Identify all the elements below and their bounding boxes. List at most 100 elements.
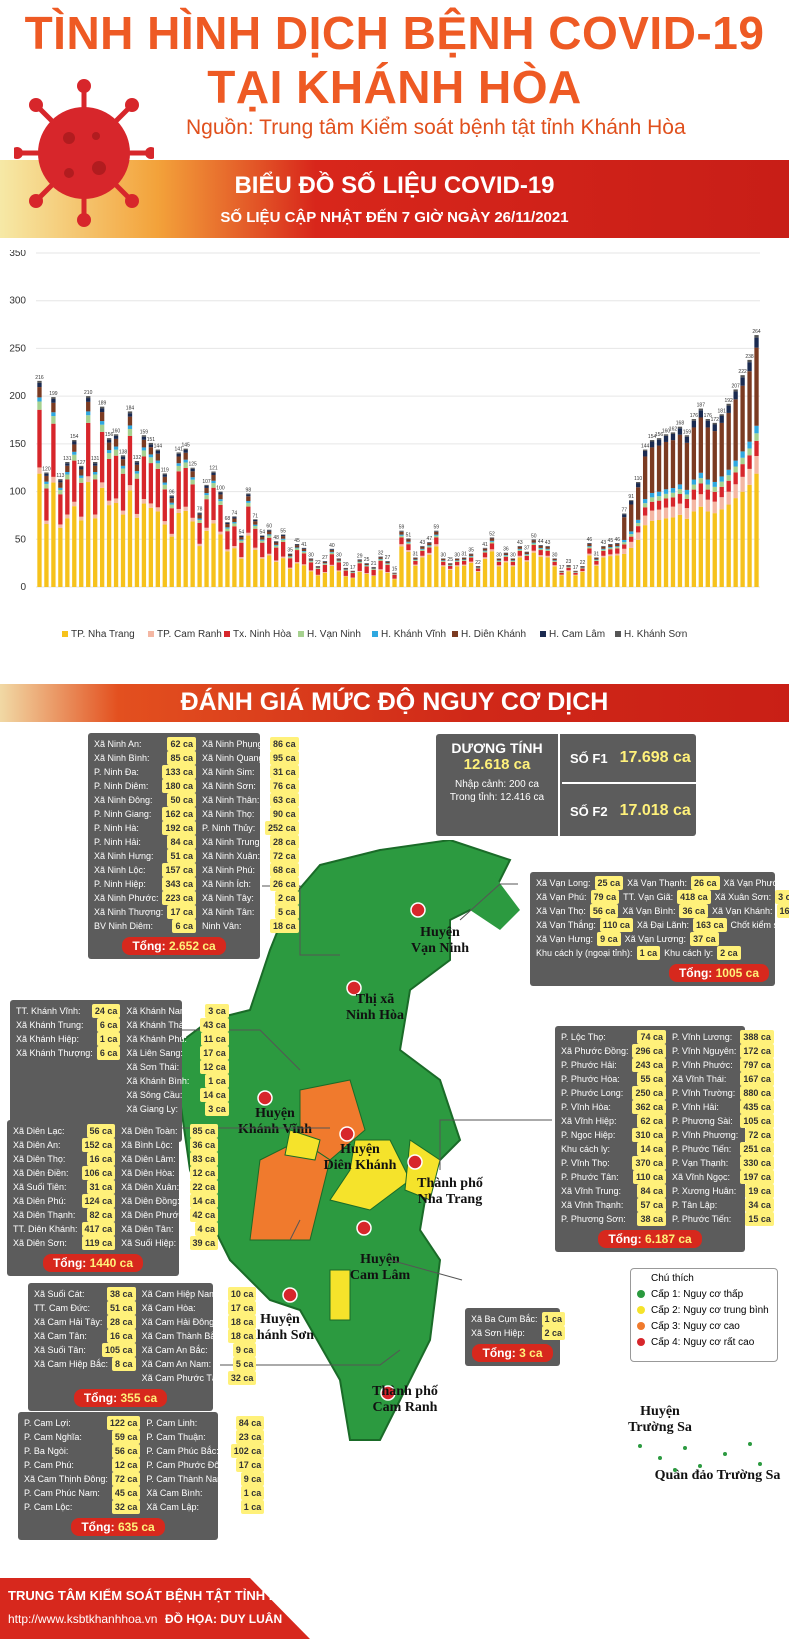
commune-name: Xã Cam Tân:: [34, 1331, 87, 1341]
bar-segment: [58, 494, 63, 525]
bar-segment: [148, 454, 154, 458]
commune-name: P. Phương Sơn:: [561, 1214, 626, 1224]
bar-segment: [232, 526, 237, 547]
bar-segment: [294, 545, 300, 548]
bar-segment: [399, 531, 404, 535]
bar-segment: [106, 442, 112, 451]
bar-segment: [475, 568, 481, 572]
commune-count: 28 ca: [107, 1315, 136, 1329]
box-row: P. Cam Lộc: 32 ca: [24, 1500, 141, 1514]
bar-segment: [503, 555, 509, 557]
bar-value-label: 22: [475, 560, 481, 566]
bar-segment: [434, 531, 439, 532]
commune-name: Xã Suối Tiên:: [13, 1182, 67, 1192]
bar-segment: [455, 558, 460, 561]
bar-segment: [357, 560, 362, 562]
box-row: Xã Giang Ly: 3 ca: [126, 1102, 229, 1116]
legend-label: H. Diên Khánh: [461, 629, 526, 640]
bar-value-label: 43: [601, 540, 607, 546]
bar-segment: [754, 425, 759, 434]
commune-name: Xã Ninh Sim:: [202, 767, 255, 777]
bar-segment: [99, 487, 105, 587]
bar-segment: [712, 513, 717, 587]
bar-segment: [399, 537, 404, 545]
box-row: Xã Ninh Phú: 68 ca: [202, 863, 299, 877]
bar-segment: [719, 476, 724, 482]
bar-segment: [197, 513, 202, 515]
commune-name: Xã Vạn Lương:: [624, 934, 687, 944]
bar-segment: [246, 493, 251, 495]
bar-segment: [663, 493, 669, 499]
legend-dot: [637, 1338, 645, 1346]
commune-name: Xã Ninh Sơn:: [202, 781, 256, 791]
bar-segment: [106, 450, 112, 454]
bar-segment: [218, 504, 223, 532]
bar-segment: [670, 440, 676, 489]
commune-name: P. Vĩnh Hòa:: [561, 1102, 611, 1112]
bar-value-label: 96: [169, 489, 175, 495]
bar-segment: [406, 544, 411, 551]
bar-segment: [315, 574, 321, 576]
bar-segment: [287, 556, 293, 557]
bar-segment: [538, 550, 543, 556]
bar-segment: [629, 534, 634, 537]
bar-segment: [260, 537, 265, 540]
bar-segment: [740, 476, 745, 492]
bar-segment: [649, 441, 655, 448]
bar-value-label: 154: [648, 434, 657, 440]
commune-name: P. Vĩnh Lương:: [672, 1032, 733, 1042]
bar-segment: [155, 449, 160, 451]
bar-segment: [399, 531, 404, 532]
bar-value-label: 98: [246, 487, 252, 493]
bar-segment: [434, 546, 439, 587]
bar-segment: [385, 563, 390, 565]
bar-value-label: 59: [434, 525, 440, 531]
bar-value-label: 145: [181, 443, 190, 449]
bar-value-label: 176: [690, 413, 699, 419]
box-total: Tổng: 1005 ca: [668, 964, 769, 982]
bar-segment: [308, 559, 314, 561]
bar-value-label: 125: [188, 462, 197, 468]
bar-segment: [343, 568, 348, 570]
commune-name: Xã Ninh Thọ:: [202, 809, 255, 819]
bar-segment: [712, 431, 717, 482]
bar-segment: [601, 546, 606, 549]
bar-segment: [503, 556, 509, 561]
domestic-count: Trong tỉnh: 12.416 ca: [449, 792, 545, 803]
bar-segment: [642, 503, 648, 508]
bar-segment: [267, 530, 272, 532]
bar-segment: [239, 557, 244, 559]
bar-segment: [684, 518, 690, 587]
bar-value-label: 15: [392, 567, 398, 573]
commune-count: 23 ca: [235, 1430, 265, 1444]
bar-segment: [287, 556, 293, 559]
bar-segment: [72, 440, 77, 442]
y-tick-label: 300: [9, 296, 26, 307]
bar-segment: [246, 535, 251, 587]
bar-segment: [455, 560, 460, 562]
bar-segment: [204, 484, 209, 486]
footer-url[interactable]: http://www.ksbtkhanhhoa.vn: [8, 1612, 158, 1626]
bar-value-label: 127: [77, 460, 86, 466]
commune-count: 56 ca: [589, 904, 619, 918]
bar-segment: [656, 445, 662, 492]
commune-count: 28 ca: [270, 835, 299, 849]
bar-segment: [740, 385, 745, 452]
commune-name: P. Ninh Đa:: [94, 767, 139, 777]
box-row: Xã Sơn Thái: 12 ca: [126, 1060, 229, 1074]
box-row: Xã Sơn Hiệp: 2 ca: [471, 1326, 566, 1340]
bar-value-label: 192: [724, 398, 733, 404]
bar-segment: [239, 537, 244, 540]
bar-segment: [329, 549, 335, 550]
bar-segment: [106, 439, 112, 443]
bar-value-label: 160: [112, 428, 121, 434]
bar-segment: [197, 522, 202, 544]
box-row: Xã Ninh Thân: 63 ca: [202, 793, 299, 807]
commune-name: P. Vạn Thạnh:: [672, 1158, 729, 1168]
commune-name: Xã Suối Cát:: [34, 1289, 85, 1299]
bar-segment: [113, 434, 119, 436]
bar-segment: [719, 416, 724, 423]
bar-segment: [86, 415, 91, 423]
bar-segment: [267, 537, 272, 554]
bar-segment: [267, 553, 272, 556]
